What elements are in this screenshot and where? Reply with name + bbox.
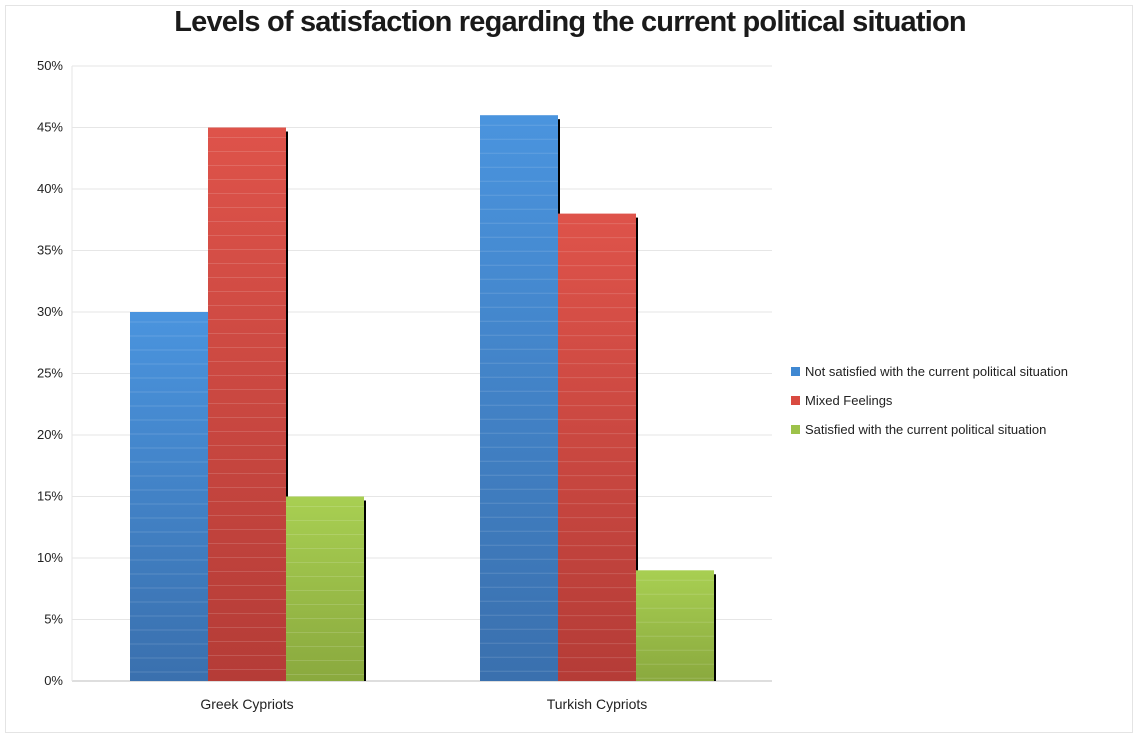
- bar-texture: [286, 506, 364, 675]
- x-axis-categories: Greek Cypriots Turkish Cypriots: [200, 696, 647, 712]
- bar-texture: [130, 321, 208, 673]
- y-tick-label: 10%: [37, 550, 63, 565]
- bar-texture: [636, 579, 714, 679]
- bar: [558, 213, 636, 681]
- chart-title: Levels of satisfaction regarding the cur…: [174, 6, 966, 38]
- bar-texture: [480, 124, 558, 672]
- y-tick-label: 50%: [37, 58, 63, 73]
- y-tick-label: 20%: [37, 427, 63, 442]
- y-tick-label: 40%: [37, 181, 63, 196]
- legend-item: Mixed Feelings: [791, 386, 1068, 415]
- bars: [130, 115, 716, 681]
- chart-frame: [5, 5, 1133, 733]
- bar-texture: [208, 137, 286, 670]
- bar: [130, 312, 208, 681]
- category-label: Turkish Cypriots: [547, 696, 648, 712]
- legend-label: Not satisfied with the current political…: [805, 364, 1069, 379]
- category-label: Greek Cypriots: [200, 696, 293, 712]
- bar: [208, 127, 286, 681]
- y-tick-label: 5%: [44, 612, 63, 627]
- legend: Not satisfied with the current political…: [791, 357, 1068, 444]
- y-tick-label: 45%: [37, 120, 63, 135]
- legend-item: Not satisfied with the current political…: [791, 357, 1068, 386]
- bar: [286, 496, 364, 681]
- bar: [480, 115, 558, 681]
- y-tick-label: 30%: [37, 304, 63, 319]
- legend-swatch: [791, 425, 800, 434]
- legend-item: Satisfied with the current political sit…: [791, 415, 1068, 444]
- y-tick-label: 25%: [37, 366, 63, 381]
- legend-label: Satisfied with the current political sit…: [805, 422, 1047, 437]
- y-tick-label: 35%: [37, 243, 63, 258]
- legend-swatch: [791, 396, 800, 405]
- y-tick-label: 0%: [44, 673, 63, 688]
- legend-label: Mixed Feelings: [805, 393, 893, 408]
- y-tick-label: 15%: [37, 489, 63, 504]
- bar: [636, 570, 714, 681]
- y-axis-ticks: 0% 5% 10% 15% 20% 25% 30% 35% 40% 45% 50%: [37, 58, 63, 688]
- legend-swatch: [791, 367, 800, 376]
- bar-texture: [558, 223, 636, 673]
